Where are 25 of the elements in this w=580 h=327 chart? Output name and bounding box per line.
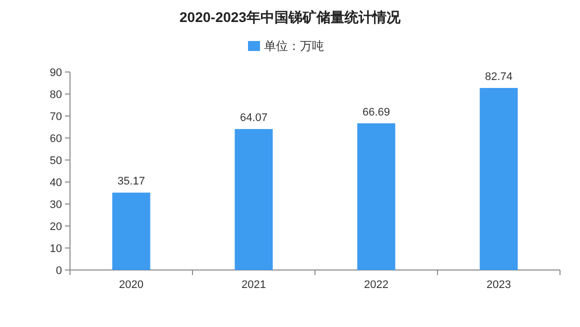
y-tick-label: 20 — [50, 221, 62, 233]
legend-label: 单位：万吨 — [264, 39, 324, 53]
x-tick-label: 2020 — [119, 279, 144, 291]
y-tick-label: 40 — [50, 177, 62, 189]
data-label: 64.07 — [240, 112, 268, 124]
x-tick-label: 2021 — [242, 279, 266, 291]
x-tick-label: 2022 — [364, 279, 388, 291]
x-tick-label: 2023 — [486, 279, 511, 291]
title: 2020-2023年中国锑矿储量统计情况 — [180, 9, 400, 25]
y-tick-label: 0 — [56, 265, 62, 277]
bar — [112, 192, 150, 270]
bar — [357, 123, 396, 270]
data-label: 35.17 — [117, 176, 146, 188]
y-tick-label: 30 — [50, 199, 62, 211]
data-label: 82.74 — [484, 70, 513, 83]
y-tick-label: 90 — [50, 67, 62, 79]
y-tick-label: 10 — [50, 243, 62, 255]
y-tick-label: 60 — [50, 133, 62, 145]
bar — [480, 88, 518, 270]
data-label: 66.69 — [362, 106, 390, 118]
legend: 单位：万吨 — [248, 39, 324, 53]
y-tick-label: 70 — [50, 111, 62, 123]
y-tick-label: 80 — [50, 89, 62, 101]
bar — [234, 129, 273, 270]
y-tick-label: 50 — [50, 155, 62, 167]
